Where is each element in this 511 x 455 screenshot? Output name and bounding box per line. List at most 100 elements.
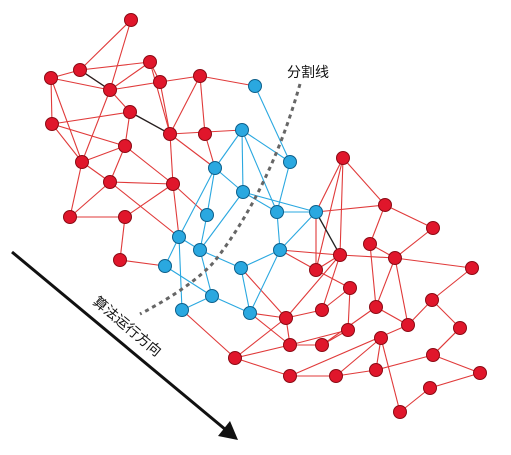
red-node [103, 83, 117, 97]
red-node [393, 405, 407, 419]
red-edge [50, 77, 111, 91]
red-node [378, 198, 392, 212]
red-edge [384, 204, 434, 229]
red-edge [321, 254, 341, 311]
red-edge [50, 77, 53, 125]
blue-edge [199, 249, 242, 269]
red-edge [51, 111, 131, 125]
red-edge [81, 89, 111, 163]
cross-edge [109, 181, 180, 238]
blue-edge [254, 85, 291, 163]
red-edge [429, 372, 481, 389]
red-node [44, 71, 58, 85]
red-node [228, 351, 242, 365]
blue-edge [279, 211, 317, 251]
blue-edge [241, 129, 244, 193]
red-edge [380, 337, 401, 413]
red-edge [431, 267, 473, 301]
edge-layer [50, 19, 481, 413]
red-edge [234, 317, 287, 359]
red-node [401, 318, 415, 332]
blue-node [200, 208, 214, 222]
red-edge [394, 257, 409, 326]
red-edge [342, 157, 386, 206]
red-edge [289, 329, 349, 346]
red-node [153, 75, 167, 89]
blue-node [248, 79, 262, 93]
blue-edge [178, 236, 183, 311]
red-edge [79, 61, 151, 71]
red-edge [109, 61, 151, 91]
red-node [279, 311, 293, 325]
blue-edge [206, 167, 216, 216]
red-node [45, 117, 59, 131]
red-edge [124, 145, 174, 185]
blue-node [273, 243, 287, 257]
red-node [118, 139, 132, 153]
blue-edge [276, 161, 291, 213]
red-node [198, 127, 212, 141]
red-edge [199, 75, 206, 135]
cross-edge [172, 183, 208, 216]
red-node [426, 348, 440, 362]
blue-node [158, 259, 172, 273]
red-edge [369, 243, 377, 308]
blue-node [270, 205, 284, 219]
blue-edge [240, 249, 281, 269]
blue-node [309, 205, 323, 219]
red-edge [394, 257, 473, 269]
red-edge [347, 287, 351, 331]
red-node [283, 369, 297, 383]
red-node [118, 210, 132, 224]
red-node [103, 175, 117, 189]
blue-edge [199, 191, 244, 251]
red-edge [335, 337, 382, 377]
red-edge [109, 19, 132, 91]
red-node [465, 261, 479, 275]
red-edge [119, 216, 126, 261]
direction-arrow-head [218, 421, 238, 440]
red-edge [432, 354, 481, 374]
red-node [315, 338, 329, 352]
red-edge [234, 344, 291, 359]
split-line-label: 分割线 [287, 64, 329, 81]
red-node [425, 293, 439, 307]
cross-edge [172, 183, 180, 238]
red-node [363, 237, 377, 251]
red-edge [375, 354, 434, 371]
blue-node [236, 185, 250, 199]
split-line-curve [139, 83, 302, 316]
red-node [426, 221, 440, 235]
blue-node [205, 289, 219, 303]
blue-edge [164, 265, 213, 297]
red-node [388, 251, 402, 265]
red-node [369, 300, 383, 314]
red-edge [285, 254, 341, 319]
red-edge [51, 123, 126, 147]
red-node [123, 105, 137, 119]
red-node [329, 369, 343, 383]
red-node [193, 69, 207, 83]
red-node [143, 55, 157, 69]
red-node [63, 210, 77, 224]
red-edge [394, 227, 434, 259]
blue-edge [241, 129, 291, 163]
cross-edge [315, 157, 344, 213]
red-edge [81, 145, 126, 163]
red-edge [50, 77, 83, 163]
red-node [374, 331, 388, 345]
blue-edge [240, 267, 251, 314]
red-node [473, 366, 487, 380]
blue-edge [178, 167, 216, 238]
red-edge [169, 75, 201, 135]
blue-node [208, 161, 222, 175]
red-edge [375, 257, 396, 308]
red-node [283, 338, 297, 352]
red-edge [69, 181, 111, 218]
blue-node [243, 306, 257, 320]
blue-node [172, 230, 186, 244]
red-node [341, 323, 355, 337]
blue-edge [199, 249, 213, 297]
red-node [315, 303, 329, 317]
